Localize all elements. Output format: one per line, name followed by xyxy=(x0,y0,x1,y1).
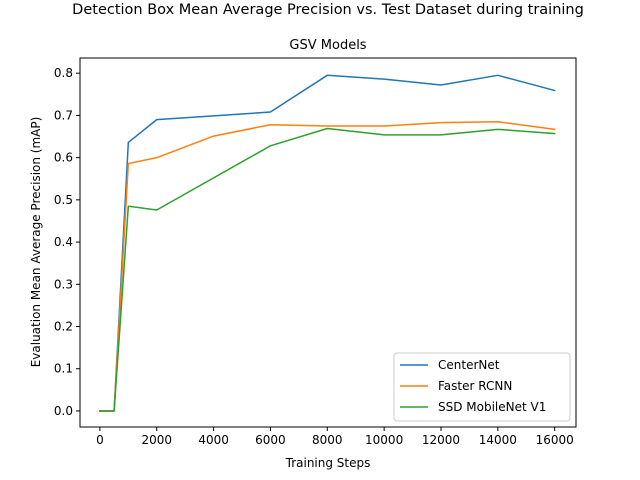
legend-label: SSD MobileNet V1 xyxy=(438,400,546,414)
x-tick-label: 10000 xyxy=(365,433,403,447)
chart-title: Detection Box Mean Average Precision vs.… xyxy=(72,2,584,18)
y-axis: 0.0 0.1 0.2 0.3 0.4 0.5 0.6 0.7 0.8 xyxy=(54,66,80,418)
x-axis: 0 2000 4000 6000 8000 10000 12000 14000 16000 xyxy=(96,427,574,447)
legend-box xyxy=(393,352,571,422)
legend: CenterNet Faster RCNN SSD MobileNet V1 xyxy=(393,352,571,422)
y-tick-label: 0.3 xyxy=(54,277,73,291)
legend-label: CenterNet xyxy=(438,358,500,372)
x-tick-label: 4000 xyxy=(198,433,229,447)
series-line-ssd-mobilenet-v1 xyxy=(99,127,556,412)
x-axis-label: Training Steps xyxy=(285,456,371,470)
series-layer xyxy=(99,74,556,412)
y-tick-label: 0.0 xyxy=(54,404,73,418)
legend-label: Faster RCNN xyxy=(438,379,512,393)
series-line-faster-rcnn xyxy=(99,121,556,412)
y-tick-label: 0.5 xyxy=(54,193,73,207)
y-tick-label: 0.4 xyxy=(54,235,73,249)
x-tick-label: 8000 xyxy=(312,433,343,447)
y-tick-label: 0.2 xyxy=(54,320,73,334)
chart-subtitle: GSV Models xyxy=(289,38,366,53)
x-tick-label: 0 xyxy=(96,433,104,447)
x-tick-label: 12000 xyxy=(422,433,460,447)
x-tick-label: 16000 xyxy=(536,433,574,447)
y-tick-label: 0.1 xyxy=(54,362,73,376)
y-axis-label: Evaluation Mean Average Precision (mAP) xyxy=(29,117,43,368)
x-tick-label: 14000 xyxy=(479,433,517,447)
y-tick-label: 0.8 xyxy=(54,66,73,80)
y-tick-label: 0.6 xyxy=(54,151,73,165)
y-tick-label: 0.7 xyxy=(54,108,73,122)
x-tick-label: 2000 xyxy=(141,433,172,447)
x-tick-label: 6000 xyxy=(255,433,286,447)
